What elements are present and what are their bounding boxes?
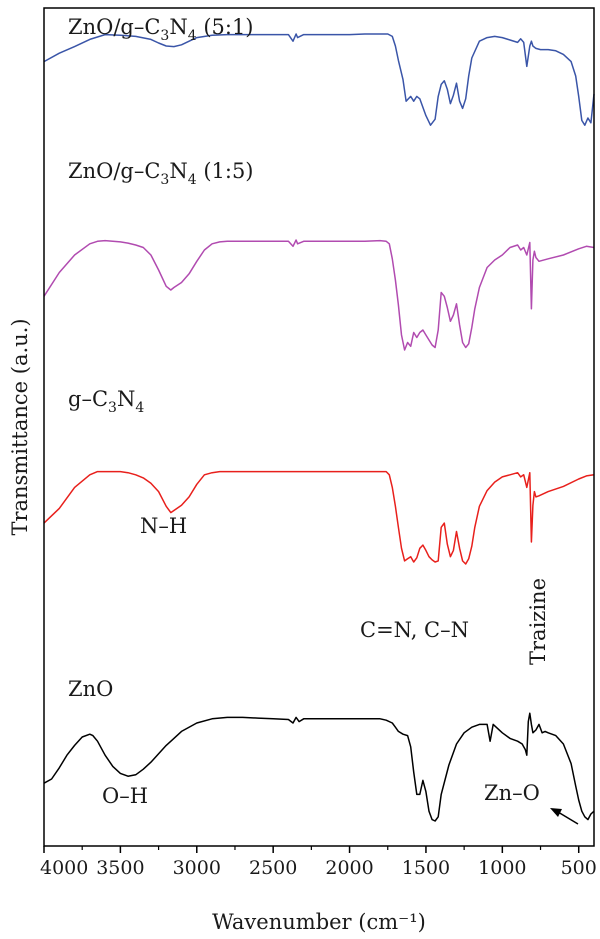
x-tick-label-1500: 1500 — [402, 857, 450, 879]
annotation-zn-o-arrow — [550, 808, 579, 825]
annotation-n-h: N–H — [140, 514, 187, 538]
annotation-c-n: C=N, C–N — [360, 618, 469, 642]
annotation-triazine: Traizine — [526, 578, 550, 665]
series-line-gcn — [43, 470, 595, 565]
series-layer — [43, 33, 595, 822]
series-label-zno-gcn-5-1: ZnO/g–C3N4 (5:1) — [68, 15, 254, 44]
x-axis-title: Wavenumber (cm⁻¹) — [212, 910, 426, 934]
series-label-zno-gcn-1-5: ZnO/g–C3N4 (1:5) — [68, 159, 254, 188]
x-tick-label-1000: 1000 — [478, 857, 526, 879]
series-line-zno-gcn-5-1 — [43, 33, 595, 126]
annotation-zn-o: Zn–O — [484, 781, 540, 805]
y-axis-title: Transmittance (a.u.) — [8, 318, 32, 535]
series-line-zno — [43, 712, 595, 822]
annotation-o-h: O–H — [102, 784, 148, 808]
x-tick-label-500: 500 — [561, 857, 597, 879]
x-tick-label-4000: 4000 — [40, 857, 88, 879]
x-tick-label-3500: 3500 — [96, 857, 144, 879]
x-tick-label-2000: 2000 — [325, 857, 373, 879]
x-axis: 4000 3500 3000 2500 2000 1500 1000 500 — [40, 846, 597, 879]
x-tick-label-3000: 3000 — [173, 857, 221, 879]
plot-frame — [43, 7, 595, 847]
x-tick-label-2500: 2500 — [249, 857, 297, 879]
series-line-zno-gcn-1-5 — [43, 239, 595, 351]
series-label-zno: ZnO — [68, 677, 113, 701]
series-label-gcn: g–C3N4 — [68, 387, 144, 416]
